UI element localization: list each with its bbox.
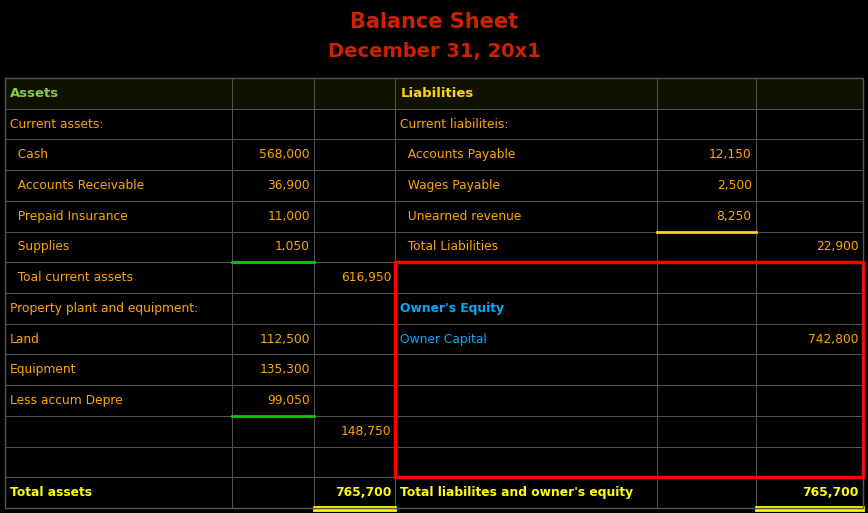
Text: Liabilities: Liabilities	[400, 87, 474, 100]
Text: Current liabiliteis:: Current liabiliteis:	[400, 117, 509, 131]
Text: 11,000: 11,000	[267, 210, 310, 223]
Bar	[396, 262, 863, 477]
Text: 12,150: 12,150	[709, 148, 752, 161]
Text: 8,250: 8,250	[717, 210, 752, 223]
Text: Prepaid Insurance: Prepaid Insurance	[10, 210, 128, 223]
Text: Total Liabilities: Total Liabilities	[400, 241, 498, 253]
Text: 616,950: 616,950	[341, 271, 391, 284]
Text: Equipment: Equipment	[10, 363, 76, 377]
Text: 742,800: 742,800	[808, 332, 859, 346]
Bar	[5, 78, 863, 109]
Text: Total assets: Total assets	[10, 486, 92, 499]
Text: Property plant and equipment:: Property plant and equipment:	[10, 302, 198, 315]
Text: 765,700: 765,700	[803, 486, 859, 499]
Text: Assets: Assets	[10, 87, 59, 100]
Text: December 31, 20x1: December 31, 20x1	[327, 43, 541, 62]
Text: 135,300: 135,300	[260, 363, 310, 377]
Text: Total liabilites and owner's equity: Total liabilites and owner's equity	[400, 486, 634, 499]
Text: 99,050: 99,050	[267, 394, 310, 407]
Text: Supplies: Supplies	[10, 241, 69, 253]
Text: Balance Sheet: Balance Sheet	[350, 12, 518, 32]
Text: Cash: Cash	[10, 148, 48, 161]
Text: 112,500: 112,500	[260, 332, 310, 346]
Text: Accounts Payable: Accounts Payable	[400, 148, 516, 161]
Text: 765,700: 765,700	[335, 486, 391, 499]
Text: Less accum Depre: Less accum Depre	[10, 394, 122, 407]
Text: Owner Capital: Owner Capital	[400, 332, 487, 346]
Text: 2,500: 2,500	[717, 179, 752, 192]
Text: Accounts Receivable: Accounts Receivable	[10, 179, 144, 192]
Text: Unearned revenue: Unearned revenue	[400, 210, 522, 223]
Text: 568,000: 568,000	[260, 148, 310, 161]
Text: 22,900: 22,900	[817, 241, 859, 253]
Text: Toal current assets: Toal current assets	[10, 271, 133, 284]
Text: 36,900: 36,900	[267, 179, 310, 192]
Text: Current assets:: Current assets:	[10, 117, 103, 131]
Text: Wages Payable: Wages Payable	[400, 179, 500, 192]
Text: 1,050: 1,050	[275, 241, 310, 253]
Text: Land: Land	[10, 332, 40, 346]
Bar	[5, 78, 863, 508]
Text: Owner's Equity: Owner's Equity	[400, 302, 504, 315]
Text: 148,750: 148,750	[341, 425, 391, 438]
